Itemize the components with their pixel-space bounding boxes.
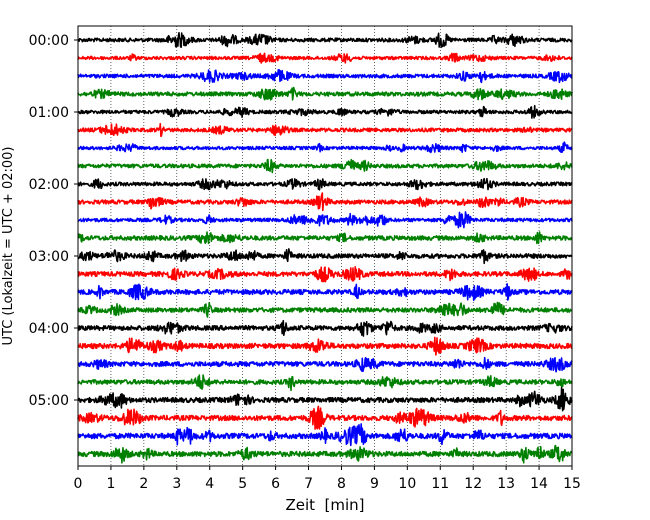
x-axis-ticks: 0 1 2 3 4 5 6 7 8 9 10 11 12 13 14 15 <box>74 466 581 492</box>
trace-0515 <box>77 405 573 430</box>
trace-0245 <box>77 231 573 245</box>
x-tick-label: 8 <box>337 476 346 492</box>
x-tick-label: 2 <box>139 476 148 492</box>
y-tick-label: 00:00 <box>29 33 69 49</box>
x-tick-label: 6 <box>271 476 280 492</box>
trace-0500 <box>77 386 573 412</box>
trace-0315 <box>77 266 573 283</box>
x-axis-label: Zeit [min] <box>285 496 364 514</box>
trace-0415 <box>77 336 573 356</box>
x-tick-label: 15 <box>563 476 581 492</box>
trace-0145 <box>77 158 573 174</box>
trace-0230 <box>77 211 573 229</box>
x-tick-label: 10 <box>398 476 416 492</box>
trace-0400 <box>77 319 573 337</box>
trace-0045 <box>77 86 573 101</box>
trace-0115 <box>77 122 573 138</box>
trace-0330 <box>77 283 573 302</box>
trace-group <box>77 31 573 464</box>
x-tick-label: 3 <box>172 476 181 492</box>
y-tick-label: 03:00 <box>29 249 69 265</box>
trace-0200 <box>77 177 573 191</box>
y-tick-label: 05:00 <box>29 393 69 409</box>
x-tick-label: 13 <box>497 476 515 492</box>
grid-lines <box>110 26 540 466</box>
trace-0030 <box>77 68 573 84</box>
trace-0430 <box>77 356 573 373</box>
plot-frame <box>77 25 573 467</box>
trace-0100 <box>77 104 573 119</box>
x-tick-label: 11 <box>431 476 449 492</box>
plot-background <box>78 26 572 466</box>
y-tick-label: 04:00 <box>29 321 69 337</box>
trace-0130 <box>77 141 573 154</box>
x-tick-label: 0 <box>74 476 83 492</box>
trace-0300 <box>77 248 573 265</box>
x-tick-label: 5 <box>238 476 247 492</box>
y-tick-label: 02:00 <box>29 177 69 193</box>
x-tick-label: 7 <box>304 476 313 492</box>
trace-0545 <box>77 444 573 464</box>
trace-0000 <box>77 31 573 48</box>
x-tick-label: 12 <box>464 476 482 492</box>
trace-0445 <box>77 374 573 392</box>
trace-0215 <box>77 192 573 212</box>
y-axis-label: UTC (Lokalzeit = UTC + 02:00) <box>1 147 16 346</box>
y-tick-label: 01:00 <box>29 105 69 121</box>
x-tick-label: 4 <box>205 476 214 492</box>
x-tick-label: 1 <box>106 476 115 492</box>
trace-0345 <box>77 301 573 318</box>
y-axis-ticks: 00:00 01:00 02:00 03:00 04:00 05:00 <box>29 33 78 409</box>
trace-0530 <box>77 423 573 447</box>
trace-0015 <box>77 52 573 64</box>
x-tick-label: 9 <box>370 476 379 492</box>
x-tick-label: 14 <box>530 476 548 492</box>
